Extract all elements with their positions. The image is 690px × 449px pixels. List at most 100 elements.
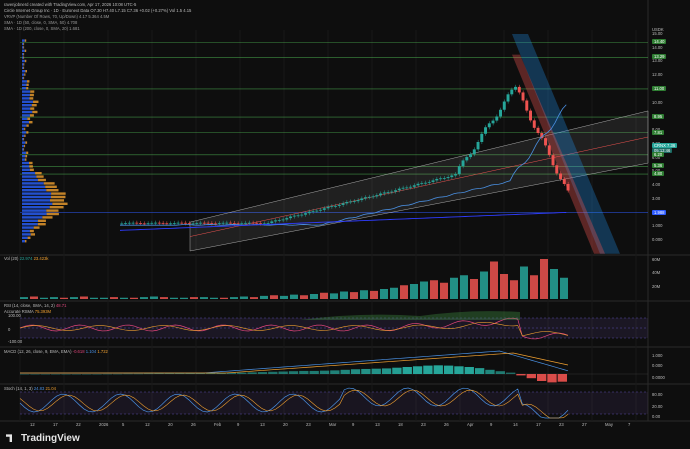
volume-bar — [120, 297, 128, 299]
time-tick: 23 — [559, 422, 564, 427]
volume-scale[interactable]: 60M 40M 20M — [652, 257, 661, 289]
candle-body — [487, 123, 491, 128]
candle-body — [322, 208, 326, 210]
profile-bar-up — [22, 178, 38, 182]
candle-body — [296, 215, 300, 217]
profile-bar-up — [22, 63, 24, 66]
level-tag: 5.36 — [652, 163, 665, 169]
candle-body — [326, 206, 330, 209]
profile-bar-down — [29, 114, 34, 117]
candle-body — [540, 133, 544, 139]
candle-body — [390, 191, 394, 193]
stoch-legend[interactable]: Stoch (14, 1, 3) 24.83 21.04 — [4, 386, 56, 391]
profile-bar-down — [30, 90, 35, 93]
candle-body — [469, 154, 472, 158]
channel-midline — [189, 136, 649, 237]
profile-bar-down — [27, 236, 31, 239]
vrvp-legend[interactable]: VRVP (Number Of Rows, 70, Up/Down) 4.17 … — [4, 14, 110, 19]
macd-hist-bar — [474, 368, 485, 374]
volume-bar — [540, 259, 548, 299]
profile-bar-up — [22, 158, 25, 161]
profile-bar-up — [22, 56, 24, 59]
profile-bar-up — [22, 46, 24, 49]
macd-line — [20, 350, 569, 374]
profile-bar-up — [22, 127, 25, 131]
stoch-scale[interactable]: 80.00 20.00 0.00 — [652, 392, 663, 419]
volume-bar — [190, 297, 198, 299]
tradingview-logo-icon — [6, 434, 12, 443]
candle-body — [371, 196, 375, 198]
macd-hist-bar — [402, 367, 412, 374]
volume-bar — [240, 296, 248, 299]
sma200-legend[interactable]: SMA · 1D (200, close, 0, SMA, 20) 1.681 — [4, 26, 80, 31]
profile-bar-down — [24, 127, 26, 131]
tradingview-logo[interactable]: TradingView — [6, 433, 80, 444]
volume-legend[interactable]: Vol (20) 22.974 23.423k — [4, 256, 49, 261]
rsi-legend[interactable]: RSI (14, close, SMA, 14, 2) 48.71 — [4, 303, 67, 308]
macd-hist-bar — [206, 373, 216, 374]
sma50-legend[interactable]: SMA · 1D (50, close, 0, SMA, 50) 4.708 — [4, 20, 78, 25]
candle-body — [255, 222, 259, 224]
volume-bar — [130, 297, 138, 299]
profile-bar-down — [24, 39, 27, 42]
time-axis[interactable]: 12 17 22 2026 5 12 20 26 Feb 9 13 20 23 Mar 9 13 18 23 26 A… — [0, 421, 650, 429]
candle-body — [424, 182, 427, 184]
rsi-sub-legend[interactable]: Accurate RSMA 75.393M — [4, 309, 52, 314]
volume-bar — [550, 269, 558, 299]
candle-body — [251, 222, 255, 224]
profile-bar-up — [22, 70, 26, 73]
creator-line: ravenjobnerd created with TradingView.co… — [4, 2, 137, 7]
price-tick: 8.00 — [652, 127, 660, 132]
level-tag: 7.81 — [652, 129, 665, 135]
profile-bar-up — [22, 233, 31, 236]
candle-body — [124, 223, 127, 224]
volume-bar — [260, 295, 268, 299]
profile-bar-down — [23, 76, 25, 80]
stoch-band — [20, 392, 648, 414]
candle-body — [199, 222, 202, 224]
candle-body — [191, 223, 195, 225]
volume-bar — [380, 289, 388, 299]
symbol-line[interactable]: Circle Internet Group Inc · 1D · Euronex… — [4, 8, 192, 13]
level-tag: 1.988 — [652, 209, 667, 215]
volume-bar — [50, 297, 58, 299]
macd-hist-bar — [412, 366, 423, 374]
macd-hist-bar — [547, 374, 557, 383]
profile-bar-down — [37, 219, 46, 222]
rsi-scale[interactable]: 100.00 0 -100.00 — [8, 313, 23, 344]
candle-body — [120, 223, 124, 225]
macd-hist-bar — [123, 373, 133, 375]
time-tick: 12 — [145, 422, 150, 427]
candle-body — [240, 223, 244, 225]
candle-body — [420, 183, 424, 184]
profile-bar-up — [22, 161, 30, 165]
profile-bar-down — [26, 151, 29, 154]
candle-body — [184, 222, 187, 224]
profile-bar-down — [36, 175, 44, 178]
candle-body — [157, 222, 161, 224]
volume-bar — [360, 290, 368, 299]
profile-bar-up — [22, 39, 25, 42]
candle-body — [277, 220, 281, 221]
profile-bar-up — [22, 90, 31, 93]
candle-body — [146, 223, 150, 225]
candle-body — [221, 222, 225, 224]
profile-bar-up — [22, 175, 37, 178]
candle-body — [427, 181, 431, 183]
volume-bar — [210, 297, 218, 299]
time-tick: 20 — [168, 422, 173, 427]
profile-bar-up — [22, 49, 25, 52]
profile-bar-up — [22, 104, 32, 107]
volume-bar — [180, 297, 188, 299]
macd-hist-bar — [319, 370, 330, 374]
candle-body — [345, 202, 349, 204]
macd-scale[interactable]: 1.000 0.000 0.0000 — [652, 353, 665, 380]
macd-hist-bar — [278, 371, 288, 374]
descending-channel-blue — [512, 34, 620, 254]
descending-channel-red — [512, 54, 605, 254]
candle-body — [461, 160, 465, 167]
time-tick: 5 — [122, 422, 125, 427]
macd-legend[interactable]: MACD (12, 26, close, 9, EMA, EMA) -0.618… — [4, 349, 108, 354]
profile-bar-down — [33, 226, 40, 229]
